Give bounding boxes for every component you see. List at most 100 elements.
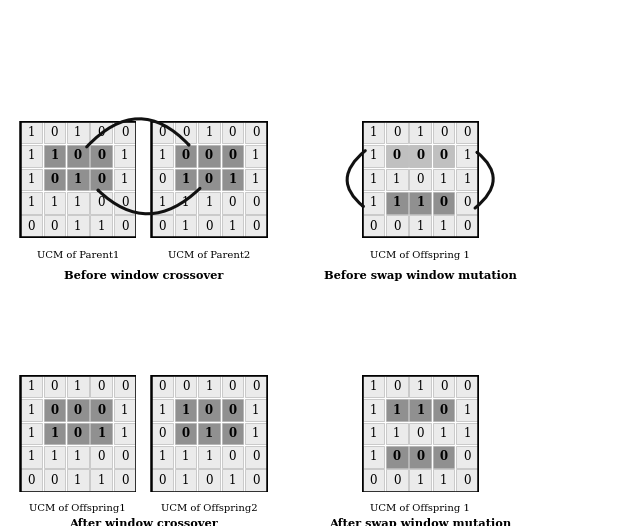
Text: 0: 0	[228, 427, 236, 440]
Text: 1: 1	[205, 450, 212, 463]
Bar	[20, 399, 42, 421]
Text: 1: 1	[205, 196, 212, 209]
Text: 0: 0	[205, 220, 212, 232]
Text: Before window crossover: Before window crossover	[63, 270, 223, 280]
Bar	[151, 192, 173, 214]
Text: 1: 1	[416, 196, 424, 209]
Text: 0: 0	[252, 474, 260, 487]
Bar	[151, 470, 173, 491]
Bar	[456, 216, 478, 237]
Bar	[151, 122, 173, 143]
Text: 0: 0	[158, 173, 166, 186]
Text: 1: 1	[121, 173, 128, 186]
Bar	[198, 192, 220, 214]
Bar	[175, 216, 196, 237]
Bar	[44, 122, 65, 143]
Bar	[114, 169, 136, 190]
Text: 1: 1	[416, 403, 424, 417]
Text: 0: 0	[252, 380, 260, 393]
Bar	[433, 122, 454, 143]
Text: 1: 1	[28, 403, 35, 417]
Bar	[221, 145, 243, 167]
Text: 1: 1	[28, 380, 35, 393]
Text: 1: 1	[159, 196, 166, 209]
Text: 1: 1	[370, 149, 377, 163]
Bar	[433, 446, 454, 468]
Bar	[362, 169, 384, 190]
Text: 1: 1	[440, 474, 447, 487]
Text: 1: 1	[252, 173, 259, 186]
Bar	[410, 145, 431, 167]
Text: 1: 1	[97, 474, 105, 487]
Text: 0: 0	[121, 380, 129, 393]
Text: 1: 1	[159, 149, 166, 163]
Text: 0: 0	[121, 450, 129, 463]
Text: 0: 0	[463, 126, 471, 139]
Text: 0: 0	[369, 474, 377, 487]
Bar	[151, 376, 173, 397]
Bar	[20, 122, 42, 143]
Text: 1: 1	[205, 380, 212, 393]
Bar	[67, 446, 88, 468]
Text: 0: 0	[97, 380, 105, 393]
Text: 1: 1	[28, 427, 35, 440]
Bar	[175, 169, 196, 190]
Text: 1: 1	[182, 173, 189, 186]
Bar	[20, 470, 42, 491]
Text: 0: 0	[74, 403, 82, 417]
Bar	[175, 399, 196, 421]
Text: 0: 0	[97, 196, 105, 209]
Bar	[44, 376, 65, 397]
Bar	[90, 216, 112, 237]
Bar	[67, 169, 88, 190]
Text: 0: 0	[205, 474, 212, 487]
Text: 0: 0	[97, 126, 105, 139]
Text: 0: 0	[393, 149, 401, 163]
Bar	[245, 446, 267, 468]
Bar	[433, 423, 454, 444]
Text: 0: 0	[393, 126, 401, 139]
Text: 1: 1	[370, 380, 377, 393]
Bar	[90, 446, 112, 468]
Bar	[67, 470, 88, 491]
Text: UCM of Offspring1: UCM of Offspring1	[29, 503, 126, 513]
Bar	[151, 446, 173, 468]
Text: 1: 1	[182, 403, 189, 417]
Text: 1: 1	[417, 126, 424, 139]
Bar	[198, 446, 220, 468]
Bar	[386, 122, 408, 143]
Text: 1: 1	[463, 173, 470, 186]
Text: 1: 1	[51, 427, 58, 440]
Bar	[410, 122, 431, 143]
Bar	[456, 122, 478, 143]
Text: 1: 1	[51, 149, 58, 163]
Text: 1: 1	[440, 427, 447, 440]
Bar	[221, 446, 243, 468]
Bar	[175, 122, 196, 143]
Text: 0: 0	[463, 196, 471, 209]
Bar	[221, 169, 243, 190]
Bar	[386, 145, 408, 167]
Text: 1: 1	[228, 220, 236, 232]
Bar	[67, 145, 88, 167]
Text: 0: 0	[51, 403, 58, 417]
Bar	[456, 423, 478, 444]
Bar	[245, 169, 267, 190]
Bar	[198, 470, 220, 491]
Text: 1: 1	[252, 149, 259, 163]
Text: 1: 1	[463, 427, 470, 440]
Bar	[90, 122, 112, 143]
Bar	[20, 192, 42, 214]
Text: 0: 0	[228, 196, 236, 209]
Text: 1: 1	[252, 427, 259, 440]
Bar	[362, 470, 384, 491]
Text: 1: 1	[74, 450, 81, 463]
Text: 1: 1	[51, 196, 58, 209]
Bar	[362, 145, 384, 167]
Bar	[456, 192, 478, 214]
Bar	[67, 216, 88, 237]
Text: 0: 0	[97, 173, 105, 186]
Text: 0: 0	[27, 220, 35, 232]
Bar	[67, 399, 88, 421]
Text: 0: 0	[158, 220, 166, 232]
